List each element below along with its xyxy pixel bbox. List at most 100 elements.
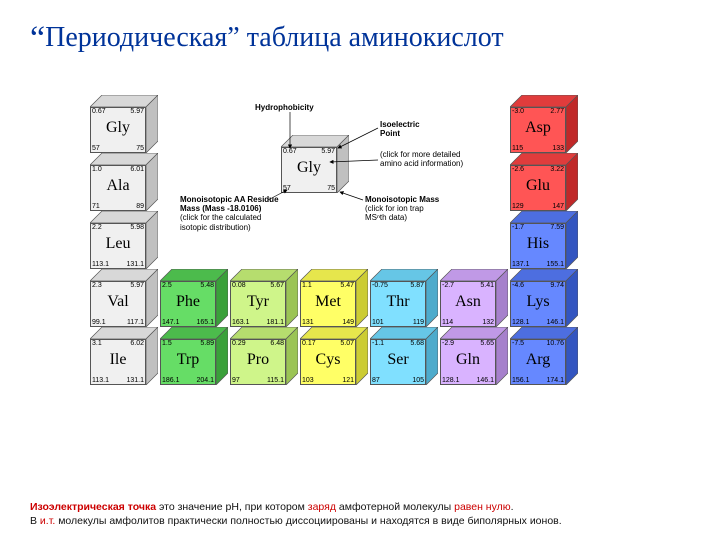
- val-isoelectric: 3.22: [550, 166, 564, 173]
- aa-cube-arg: -7.510.76156.1174.1Arg: [510, 327, 578, 385]
- aa-cube-asn: -2.75.41114132Asn: [440, 269, 508, 327]
- val-mono-residue: 87: [372, 377, 380, 384]
- label-hydrophobicity: Hydrophobicity: [255, 103, 314, 112]
- aa-cube-lys: -4.69.74128.1146.1Lys: [510, 269, 578, 327]
- val-mono-residue: 128.1: [442, 377, 460, 384]
- val-hydrophobicity: 1.0: [92, 166, 102, 173]
- val-hydrophobicity: -2.6: [512, 166, 524, 173]
- val-hydrophobicity: -3.0: [512, 108, 524, 115]
- val-hydrophobicity: -0.75: [372, 282, 388, 289]
- val-mono-residue: 115: [512, 145, 523, 152]
- val-mono-mass: 119: [413, 319, 424, 326]
- val-mono-mass: 131.1: [126, 377, 144, 384]
- val-hydrophobicity: 0.67: [283, 148, 297, 155]
- label-isoelectric: IsoelectricPoint: [380, 120, 420, 138]
- val-isoelectric: 5.48: [200, 282, 214, 289]
- aa-symbol: Tyr: [230, 293, 286, 311]
- val-isoelectric: 2.77: [550, 108, 564, 115]
- val-mono-residue: 163.1: [232, 319, 250, 326]
- val-mono-residue: 147.1: [162, 319, 180, 326]
- val-mono-mass: 146.1: [476, 377, 494, 384]
- aa-cube-gly: 0.675.975775Gly: [281, 135, 349, 193]
- aa-symbol: Met: [300, 293, 356, 311]
- val-mono-mass: 149: [342, 319, 354, 326]
- val-isoelectric: 5.65: [480, 340, 494, 347]
- val-hydrophobicity: -2.9: [442, 340, 454, 347]
- val-hydrophobicity: 1.1: [302, 282, 312, 289]
- val-isoelectric: 10.76: [546, 340, 564, 347]
- val-isoelectric: 5.97: [130, 282, 144, 289]
- aa-symbol: Glu: [510, 177, 566, 195]
- aa-symbol: Gly: [281, 159, 337, 177]
- val-isoelectric: 5.47: [340, 282, 354, 289]
- aa-symbol: Ile: [90, 351, 146, 369]
- val-isoelectric: 5.98: [130, 224, 144, 231]
- val-isoelectric: 6.48: [270, 340, 284, 347]
- val-isoelectric: 6.01: [130, 166, 144, 173]
- val-mono-mass: 147: [552, 203, 564, 210]
- val-hydrophobicity: 0.67: [92, 108, 106, 115]
- val-mono-residue: 129: [512, 203, 524, 210]
- val-mono-mass: 115.1: [267, 377, 284, 384]
- aa-cube-ala: 1.0 6.01 71 89 Ala: [90, 153, 158, 211]
- val-mono-mass: 131.1: [126, 261, 144, 268]
- val-isoelectric: 5.67: [270, 282, 284, 289]
- val-mono-residue: 128.1: [512, 319, 530, 326]
- val-mono-mass: 121: [342, 377, 354, 384]
- val-mono-mass: 181.1: [266, 319, 284, 326]
- val-mono-residue: 113.1: [92, 261, 109, 268]
- val-mono-mass: 174.1: [546, 377, 564, 384]
- val-mono-mass: 146.1: [546, 319, 564, 326]
- val-mono-residue: 99.1: [92, 319, 106, 326]
- val-hydrophobicity: -2.7: [442, 282, 454, 289]
- val-isoelectric: 6.02: [130, 340, 144, 347]
- val-mono-mass: 133: [552, 145, 564, 152]
- val-mono-residue: 97: [232, 377, 240, 384]
- val-hydrophobicity: 0.29: [232, 340, 246, 347]
- aa-cube-cys: 0.17 5.07 103 121 Cys: [300, 327, 368, 385]
- aa-cube-gly: 0.675.975775Gly: [90, 95, 158, 153]
- aa-cube-leu: 2.25.98113.1131.1Leu: [90, 211, 158, 269]
- val-mono-mass: 204.1: [196, 377, 214, 384]
- val-isoelectric: 5.07: [340, 340, 354, 347]
- val-isoelectric: 5.97: [130, 108, 144, 115]
- val-mono-mass: 89: [136, 203, 144, 210]
- val-hydrophobicity: 1.5: [162, 340, 172, 347]
- aa-cube-pro: 0.29 6.48 97 115.1 Pro: [230, 327, 298, 385]
- val-isoelectric: 5.41: [480, 282, 494, 289]
- amino-acid-grid: 0.675.975775Gly1.06.017189Ala2.25.98113.…: [90, 95, 660, 470]
- val-mono-mass: 105: [412, 377, 424, 384]
- aa-cube-phe: 2.55.48147.1165.1Phe: [160, 269, 228, 327]
- aa-symbol: Gly: [90, 119, 146, 137]
- val-isoelectric: 5.68: [410, 340, 424, 347]
- aa-symbol: Asn: [440, 293, 496, 311]
- aa-symbol: Cys: [300, 351, 356, 369]
- val-mono-residue: 113.1: [92, 377, 109, 384]
- val-hydrophobicity: 2.5: [162, 282, 172, 289]
- aa-symbol: Arg: [510, 351, 566, 369]
- aa-symbol: Ser: [370, 351, 426, 369]
- val-hydrophobicity: 0.08: [232, 282, 246, 289]
- val-mono-mass: 75: [327, 185, 335, 192]
- aa-symbol: Pro: [230, 351, 286, 369]
- val-mono-mass: 132: [482, 319, 494, 326]
- val-mono-residue: 137.1: [512, 261, 530, 268]
- val-hydrophobicity: 0.17: [302, 340, 316, 347]
- aa-symbol: Ala: [90, 177, 146, 195]
- title-quote: “: [30, 20, 45, 57]
- aa-symbol: Asp: [510, 119, 566, 137]
- page-title: “Периодическая” таблица аминокислот: [30, 20, 504, 58]
- val-mono-residue: 103: [302, 377, 314, 384]
- aa-symbol: His: [510, 235, 566, 253]
- aa-symbol: Leu: [90, 235, 146, 253]
- val-mono-residue: 57: [92, 145, 100, 152]
- aa-cube-gln: -2.95.65128.1146.1Gln: [440, 327, 508, 385]
- val-mono-residue: 71: [92, 203, 100, 210]
- aa-symbol: Val: [90, 293, 146, 311]
- aa-symbol: Lys: [510, 293, 566, 311]
- aa-cube-his: -1.77.59137.1155.1His: [510, 211, 578, 269]
- val-hydrophobicity: 2.3: [92, 282, 102, 289]
- aa-cube-glu: -2.6 3.22 129 147 Glu: [510, 153, 578, 211]
- aa-cube-thr: -0.755.87101119Thr: [370, 269, 438, 327]
- aa-cube-ile: 3.16.02113.1131.1Ile: [90, 327, 158, 385]
